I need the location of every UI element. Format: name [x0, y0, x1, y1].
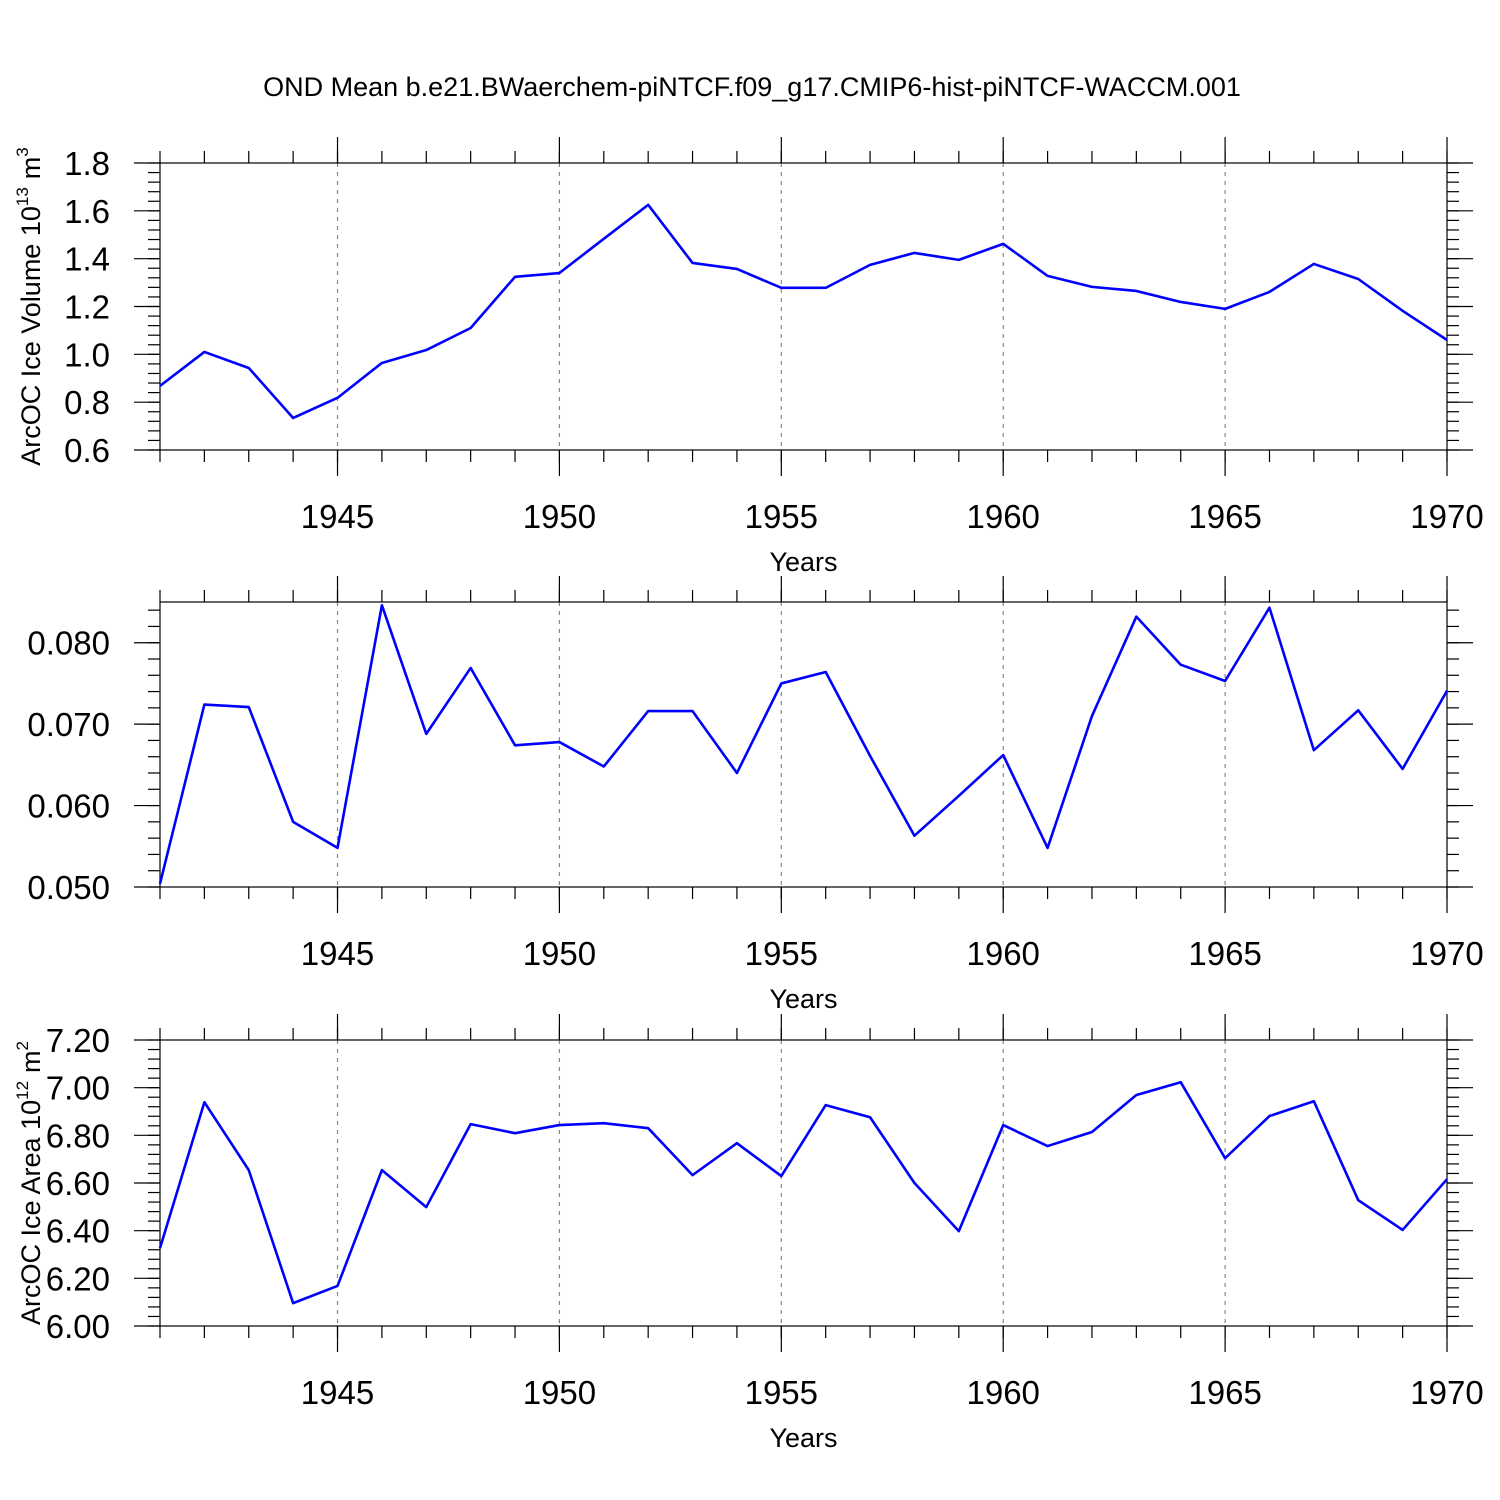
y-tick-label: 1.6 — [64, 193, 110, 230]
x-tick-label: 1945 — [301, 498, 374, 535]
y-tick-label: 0.060 — [27, 788, 110, 825]
y-axis-label: ArcOC Snow Volume 1013m3 — [0, 569, 4, 919]
y-tick-label: 0.070 — [27, 706, 110, 743]
x-tick-label: 1950 — [523, 935, 596, 972]
y-axis-label-part: ArcOC Ice Area 10 — [16, 1100, 46, 1325]
plot-frame — [159, 601, 1448, 888]
chart-title: OND Mean b.e21.BWaerchem-piNTCF.f09_g17.… — [263, 72, 1241, 102]
y-tick-label: 1.4 — [64, 241, 110, 278]
y-axis-label: ArcOC Ice Area 1012 m2 — [13, 1041, 46, 1325]
x-tick-label: 1945 — [301, 1374, 374, 1411]
x-tick-label: 1965 — [1188, 498, 1261, 535]
y-tick-label: 1.0 — [64, 336, 110, 373]
x-tick-label: 1955 — [745, 1374, 818, 1411]
x-tick-label: 1950 — [523, 1374, 596, 1411]
x-tick-label: 1960 — [966, 935, 1039, 972]
x-tick-label: 1965 — [1188, 935, 1261, 972]
x-tick-label: 1965 — [1188, 1374, 1261, 1411]
data-line — [158, 1080, 1448, 1305]
y-axis-label-part: ArcOC Ice Volume 10 — [16, 206, 46, 466]
y-axis-label: ArcOC Ice Volume 1013 m3 — [13, 147, 46, 466]
x-tick-label: 1960 — [966, 1374, 1039, 1411]
y-tick-label: 0.050 — [27, 869, 110, 906]
y-axis-label-exponent: 13 — [13, 187, 32, 206]
y-tick-label: 7.00 — [46, 1070, 110, 1107]
y-tick-label: 6.40 — [46, 1213, 110, 1250]
plot-frame — [159, 1039, 1448, 1327]
y-tick-label: 0.080 — [27, 625, 110, 662]
x-tick-label: 1970 — [1410, 1374, 1483, 1411]
x-tick-label: 1955 — [745, 935, 818, 972]
y-axis-label-part: ArcOC Snow Volume 10 — [0, 628, 4, 919]
y-tick-label: 0.6 — [64, 432, 110, 469]
y-tick-label: 1.8 — [64, 145, 110, 182]
y-tick-label: 1.2 — [64, 289, 110, 326]
y-axis-label-exponent: 3 — [13, 147, 32, 156]
y-axis-label-part: m — [16, 157, 46, 180]
y-axis-label-part: m — [16, 1050, 46, 1073]
y-tick-label: 0.8 — [64, 384, 110, 421]
x-tick-label: 1955 — [745, 498, 818, 535]
data-line — [159, 203, 1448, 420]
x-axis-label: Years — [769, 1423, 837, 1453]
x-tick-label: 1945 — [301, 935, 374, 972]
y-tick-label: 6.00 — [46, 1308, 110, 1345]
data-line — [158, 603, 1449, 885]
y-tick-label: 6.80 — [46, 1117, 110, 1154]
x-tick-label: 1970 — [1410, 935, 1483, 972]
y-axis-label-exponent: 2 — [13, 1041, 32, 1050]
plot-frame — [159, 162, 1448, 451]
x-tick-label: 1960 — [966, 498, 1039, 535]
y-tick-label: 6.20 — [46, 1260, 110, 1297]
x-axis-label: Years — [769, 984, 837, 1014]
x-tick-label: 1970 — [1410, 498, 1483, 535]
y-axis-label-part: m — [0, 579, 4, 602]
y-tick-label: 7.20 — [46, 1022, 110, 1059]
x-tick-label: 1950 — [523, 498, 596, 535]
y-axis-label-exponent: 12 — [13, 1081, 32, 1100]
y-tick-label: 6.60 — [46, 1165, 110, 1202]
x-axis-label: Years — [769, 547, 837, 577]
